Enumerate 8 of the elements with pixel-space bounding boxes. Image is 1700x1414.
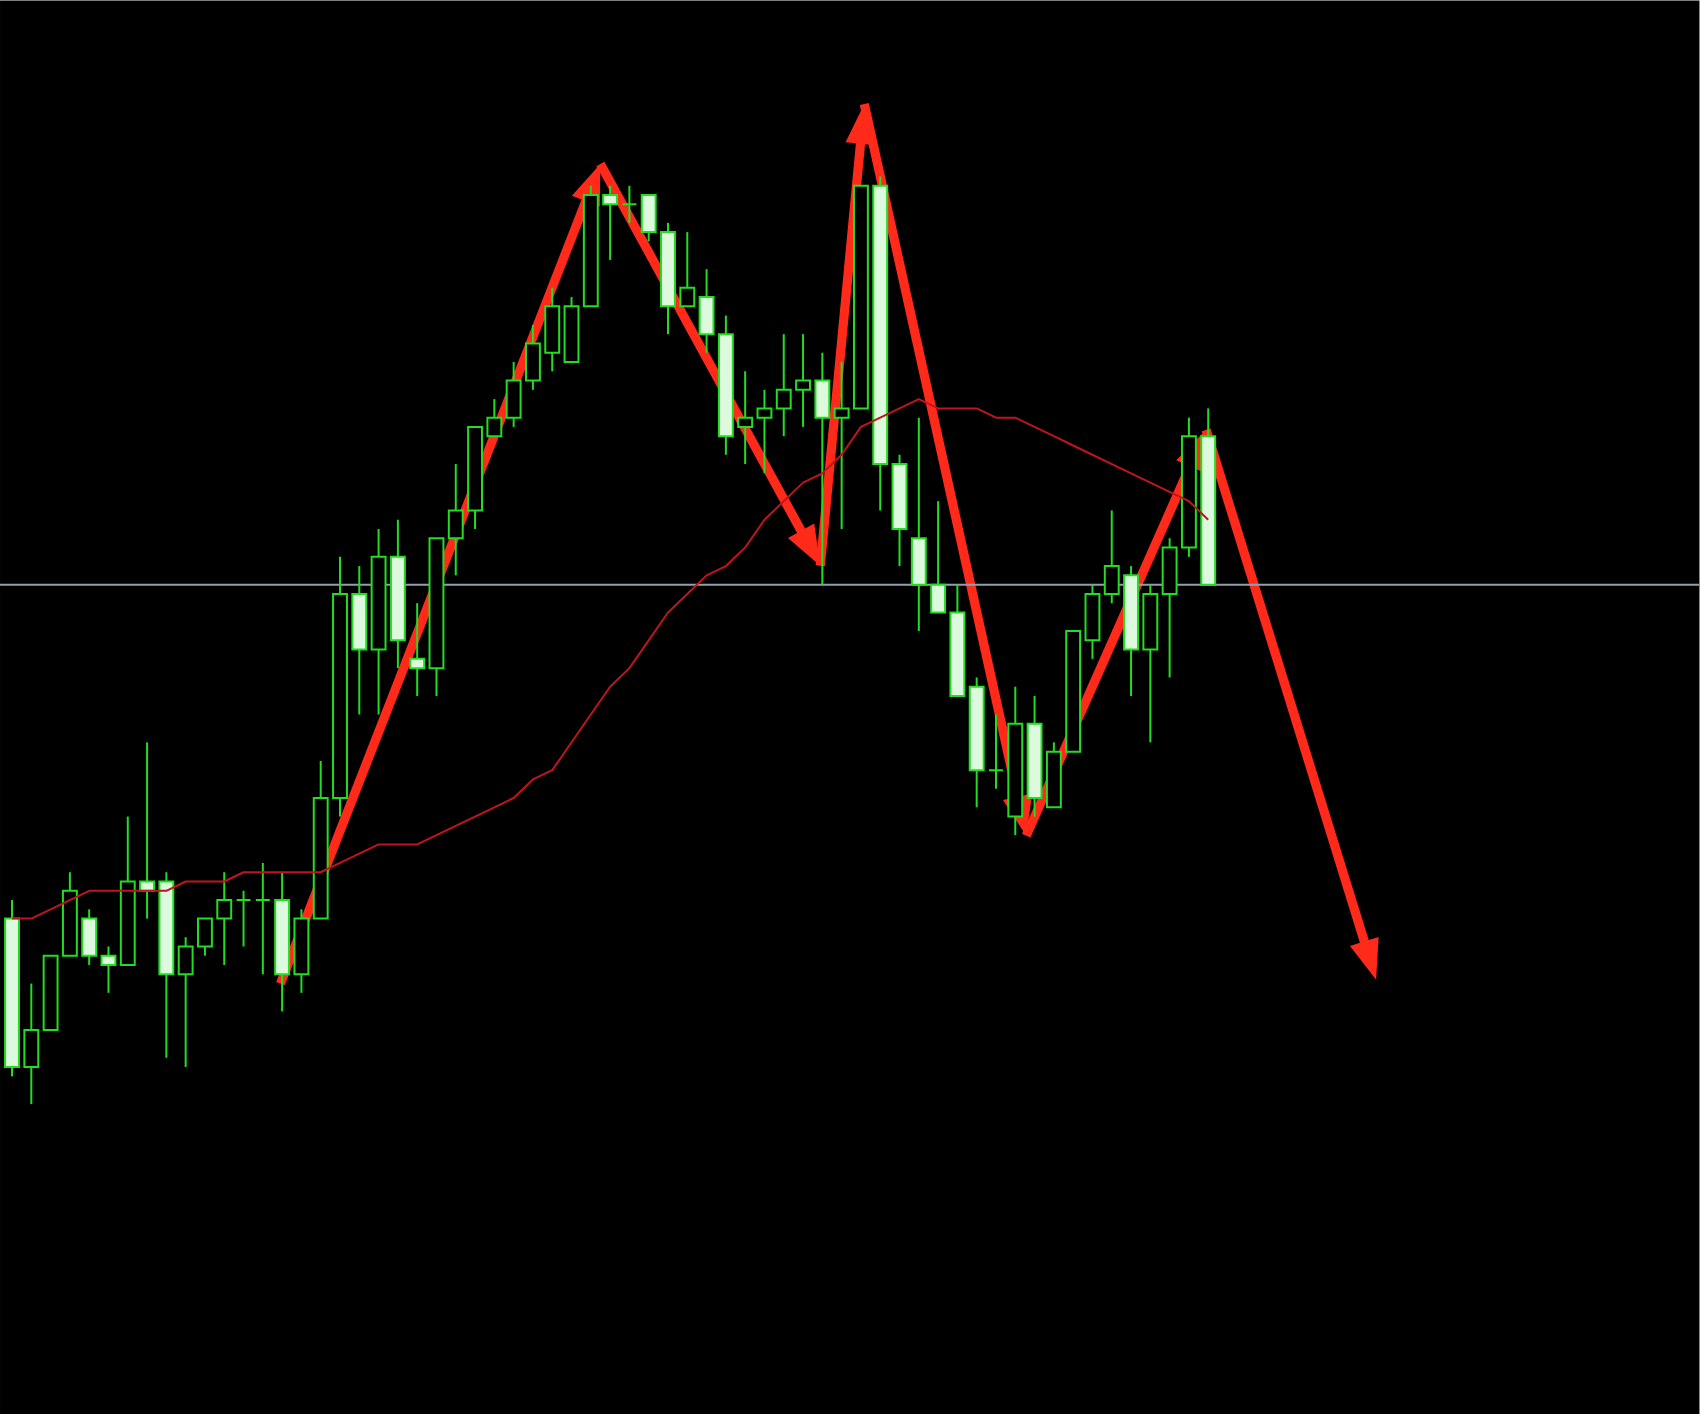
candlestick	[409, 602, 426, 697]
candlestick	[1084, 583, 1101, 660]
candlestick	[254, 861, 271, 976]
candlestick	[988, 713, 1004, 790]
candlestick	[235, 889, 252, 948]
candlestick	[621, 184, 638, 224]
candlestick	[756, 388, 773, 475]
candlestick	[100, 945, 117, 994]
